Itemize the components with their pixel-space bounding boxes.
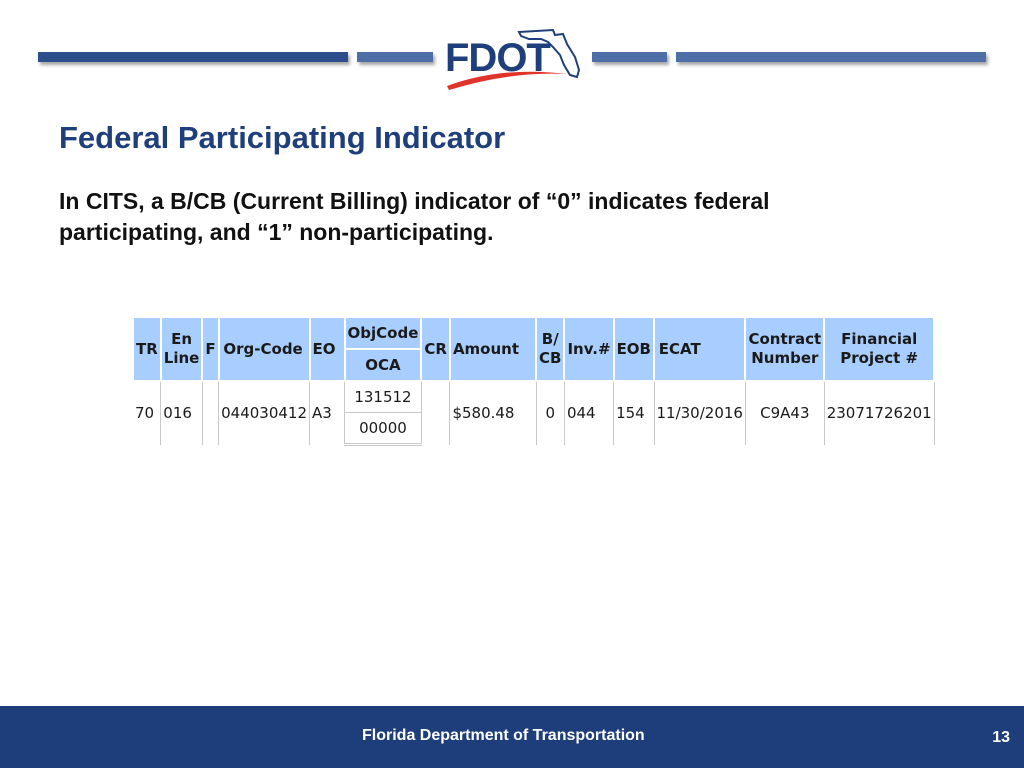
header-eob: EOB (612, 318, 656, 382)
cell-oca: 00000 (344, 412, 422, 446)
cell-amount: $580.48 (449, 381, 537, 445)
cell-ecat: 11/30/2016 (654, 381, 746, 445)
header-bcb-2: CB (539, 349, 562, 367)
cell-bcb: 0 (536, 381, 565, 445)
header-financial: Financial Project # (823, 318, 936, 382)
cell-contract: C9A43 (745, 381, 825, 445)
header-org-code: Org-Code (217, 318, 311, 382)
header-objcode: ObjCode (343, 318, 423, 350)
header-bar-mid-right (592, 52, 667, 62)
header-bar-left (38, 52, 348, 62)
header-ecat: ECAT (652, 318, 747, 382)
cell-inv: 044 (564, 381, 615, 445)
slide-title: Federal Participating Indicator (59, 120, 506, 155)
header-en-line-1: En (171, 330, 193, 348)
cell-financial: 23071726201 (824, 381, 935, 445)
cell-org-code: 044030412 (218, 381, 311, 445)
header-bar-mid-left (357, 52, 433, 62)
header-oca: OCA (343, 349, 423, 382)
header-contract: Contract Number (744, 318, 826, 382)
page-number: 13 (992, 729, 1010, 746)
cell-en-line: 016 (160, 381, 203, 445)
header-amount: Amount (448, 318, 538, 382)
header-financial-1: Financial (841, 330, 918, 348)
footer-bar: Florida Department of Transportation 13 (0, 706, 1024, 768)
fdot-logo: FDOT (441, 24, 585, 92)
cell-eo: A3 (309, 381, 346, 445)
cell-cr (421, 381, 451, 445)
header-f: F (201, 318, 220, 382)
cell-objcode: 131512 (344, 381, 422, 413)
cell-tr: 70 (133, 381, 162, 445)
header-contract-1: Contract (748, 330, 822, 348)
cits-table: TR En Line F Org-Code EO ObjCode CR Amou… (132, 318, 936, 446)
header-financial-2: Project # (840, 349, 919, 367)
cell-f (202, 381, 220, 445)
table-header-row-1: TR En Line F Org-Code EO ObjCode CR Amou… (132, 318, 936, 382)
logo-text: FDOT (445, 36, 551, 80)
header-cr: CR (420, 318, 451, 382)
header-contract-2: Number (751, 349, 819, 367)
footer-org: Florida Department of Transportation (362, 727, 645, 744)
slide-body: In CITS, a B/CB (Current Billing) indica… (59, 188, 770, 245)
header-bcb: B/ CB (534, 318, 566, 382)
header-eo: EO (308, 318, 346, 382)
cell-eob: 154 (613, 381, 655, 445)
table-row-sub: 00000 (133, 412, 934, 446)
table-header-row-2: OCA (133, 349, 934, 382)
table-row: 70 016 044030412 A3 131512 $580.48 0 044… (133, 381, 935, 445)
header-en-line: En Line (159, 318, 204, 382)
header-tr: TR (132, 318, 162, 382)
header-inv: Inv.# (563, 318, 615, 382)
header-en-line-2: Line (163, 349, 200, 367)
florida-outline-icon (447, 28, 581, 90)
header-bcb-1: B/ (541, 330, 559, 348)
header-bar-right (676, 52, 986, 62)
